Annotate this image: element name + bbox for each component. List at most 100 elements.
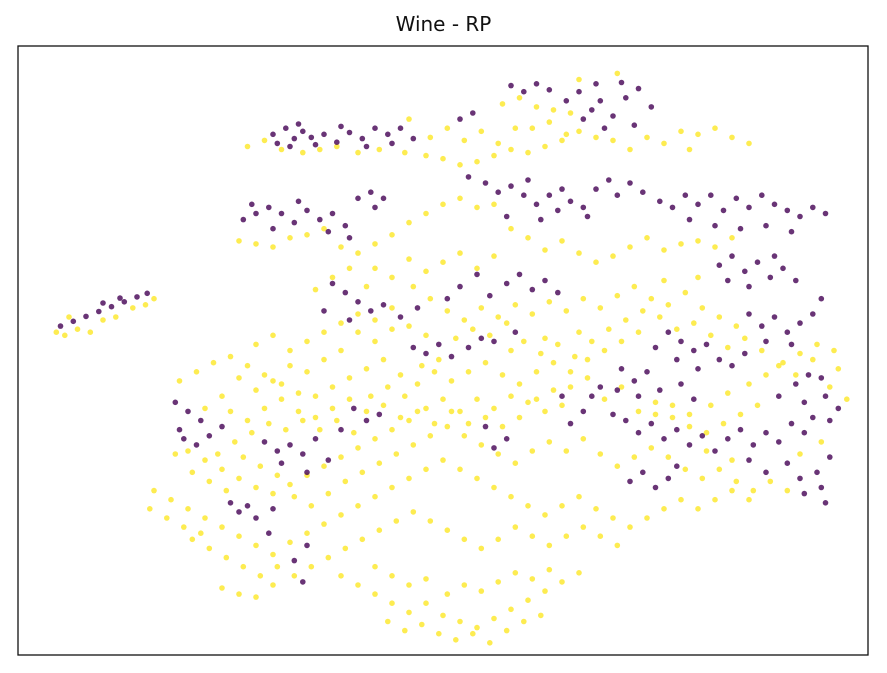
data-point-class-1 <box>474 204 480 211</box>
data-point-class-1 <box>334 143 340 150</box>
data-point-class-1 <box>287 362 293 369</box>
data-point-class-1 <box>678 241 684 247</box>
data-point-class-0 <box>546 192 553 198</box>
data-point-class-0 <box>678 381 684 387</box>
data-point-class-1 <box>461 433 468 439</box>
data-point-class-0 <box>818 375 825 381</box>
data-point-class-1 <box>363 366 370 372</box>
data-point-class-1 <box>737 411 744 418</box>
data-point-class-0 <box>495 189 502 195</box>
data-point-class-1 <box>525 149 531 156</box>
data-point-class-0 <box>312 141 319 148</box>
data-point-class-1 <box>729 487 735 494</box>
data-point-class-1 <box>431 420 438 427</box>
data-point-class-1 <box>164 515 170 521</box>
data-point-class-0 <box>750 442 757 448</box>
chart-title: Wine - RP <box>395 12 492 36</box>
data-point-class-1 <box>635 329 642 336</box>
data-point-class-1 <box>491 484 497 491</box>
data-point-class-1 <box>74 326 81 333</box>
data-point-class-1 <box>270 582 276 588</box>
data-point-class-1 <box>699 475 706 482</box>
data-point-class-1 <box>304 369 310 375</box>
data-point-class-1 <box>372 265 378 272</box>
data-point-class-1 <box>712 496 718 503</box>
data-point-class-1 <box>474 158 480 165</box>
data-point-class-1 <box>372 493 378 500</box>
data-point-class-1 <box>406 582 412 588</box>
data-point-class-1 <box>814 341 820 348</box>
data-point-class-0 <box>206 433 213 439</box>
data-point-class-0 <box>623 95 629 101</box>
data-point-class-0 <box>614 192 621 198</box>
data-point-class-1 <box>355 149 361 156</box>
data-point-class-1 <box>614 70 621 77</box>
data-point-class-1 <box>576 128 582 135</box>
data-point-class-1 <box>185 448 191 454</box>
data-point-class-1 <box>372 436 378 442</box>
data-point-class-1 <box>53 329 60 336</box>
data-point-class-1 <box>355 329 361 336</box>
data-point-class-1 <box>189 469 196 476</box>
data-point-class-1 <box>423 600 429 606</box>
data-point-class-0 <box>516 271 523 278</box>
data-point-class-1 <box>703 429 710 436</box>
data-point-class-1 <box>219 585 225 591</box>
data-point-class-0 <box>555 207 561 214</box>
data-point-class-1 <box>567 369 574 375</box>
data-point-class-1 <box>699 305 706 311</box>
data-point-class-0 <box>529 286 536 293</box>
data-point-class-1 <box>512 460 519 467</box>
data-point-class-0 <box>70 318 77 325</box>
data-point-class-0 <box>631 378 638 384</box>
data-point-class-0 <box>368 308 374 314</box>
data-point-class-1 <box>686 411 693 418</box>
data-point-class-1 <box>610 253 616 259</box>
data-point-class-1 <box>253 542 259 549</box>
data-point-class-0 <box>380 195 387 202</box>
data-point-class-0 <box>686 216 693 223</box>
data-point-class-1 <box>563 308 570 314</box>
data-point-class-1 <box>427 134 434 141</box>
data-point-class-1 <box>597 305 604 311</box>
data-point-class-1 <box>261 405 268 412</box>
data-point-class-1 <box>147 506 153 512</box>
data-point-class-1 <box>716 466 723 473</box>
data-point-class-1 <box>419 621 425 628</box>
data-point-class-1 <box>576 570 582 576</box>
data-point-class-0 <box>810 311 816 317</box>
data-point-class-1 <box>236 238 242 244</box>
data-point-class-1 <box>635 408 642 415</box>
data-point-class-1 <box>304 232 310 238</box>
data-point-class-1 <box>236 533 242 539</box>
data-point-class-0 <box>521 88 527 95</box>
data-point-class-0 <box>784 207 791 214</box>
data-point-class-1 <box>508 347 514 354</box>
data-point-class-0 <box>338 426 344 433</box>
plot-area-frame <box>17 45 869 656</box>
data-point-class-1 <box>321 356 327 363</box>
data-point-class-1 <box>487 332 493 339</box>
data-point-class-0 <box>181 436 187 442</box>
data-point-class-1 <box>266 420 272 427</box>
data-point-class-1 <box>487 640 493 646</box>
data-point-class-1 <box>291 573 298 579</box>
data-point-class-1 <box>287 347 293 354</box>
data-point-class-1 <box>274 472 281 479</box>
data-point-class-1 <box>372 563 378 570</box>
data-point-class-0 <box>457 116 463 122</box>
data-point-class-1 <box>661 247 667 253</box>
data-point-class-0 <box>827 417 833 424</box>
data-point-class-1 <box>406 417 412 424</box>
data-point-class-1 <box>338 512 344 518</box>
data-point-class-1 <box>202 405 208 412</box>
data-point-class-1 <box>346 396 353 403</box>
data-point-class-1 <box>389 484 395 491</box>
data-point-class-1 <box>474 265 480 272</box>
data-point-class-1 <box>712 125 718 131</box>
data-point-class-0 <box>508 183 514 189</box>
data-point-class-0 <box>478 335 485 342</box>
data-point-class-1 <box>495 451 502 457</box>
data-point-class-1 <box>542 408 548 415</box>
data-point-class-0 <box>822 393 829 400</box>
